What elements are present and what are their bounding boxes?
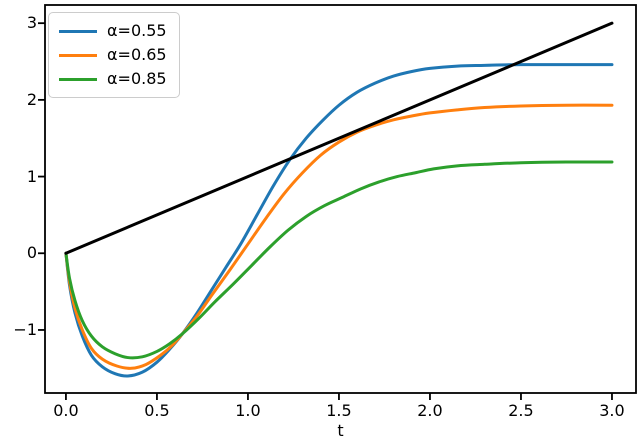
y-tick-label: 0 (26, 243, 37, 263)
series-line-α=0.65 (64, 103, 614, 370)
x-tick-label: 0.0 (53, 401, 79, 420)
series-line-α=0.85 (64, 160, 614, 360)
legend-entry: α=0.55 (59, 21, 169, 41)
x-axis-label: t (337, 421, 344, 440)
legend-line-swatch (59, 29, 97, 33)
series-line-reference-line (64, 21, 614, 255)
x-tick-label: 1.5 (326, 401, 352, 420)
legend-entry-label: α=0.65 (107, 45, 167, 64)
legend-line-swatch (59, 53, 97, 57)
legend-line-swatch (59, 77, 97, 81)
x-tick-label: 3.0 (599, 401, 625, 420)
x-tick-label: 1.0 (235, 401, 261, 420)
legend: α=0.55 α=0.65 α=0.85 (48, 12, 180, 98)
legend-entry: α=0.85 (59, 69, 169, 89)
x-tick-label: 2.5 (508, 401, 534, 420)
y-tick-label: 1 (26, 166, 37, 186)
legend-entry: α=0.65 (59, 45, 169, 65)
x-tick-label: 2.0 (417, 401, 443, 420)
legend-entry-label: α=0.55 (107, 21, 167, 40)
y-tick-label: −1 (13, 319, 37, 339)
y-tick-label: 2 (26, 89, 37, 109)
y-tick-label: 3 (26, 13, 37, 33)
series-line-α=0.55 (64, 63, 614, 378)
x-tick-label: 0.5 (144, 401, 170, 420)
plot-frame (44, 4, 637, 394)
legend-entry-label: α=0.85 (107, 69, 167, 88)
